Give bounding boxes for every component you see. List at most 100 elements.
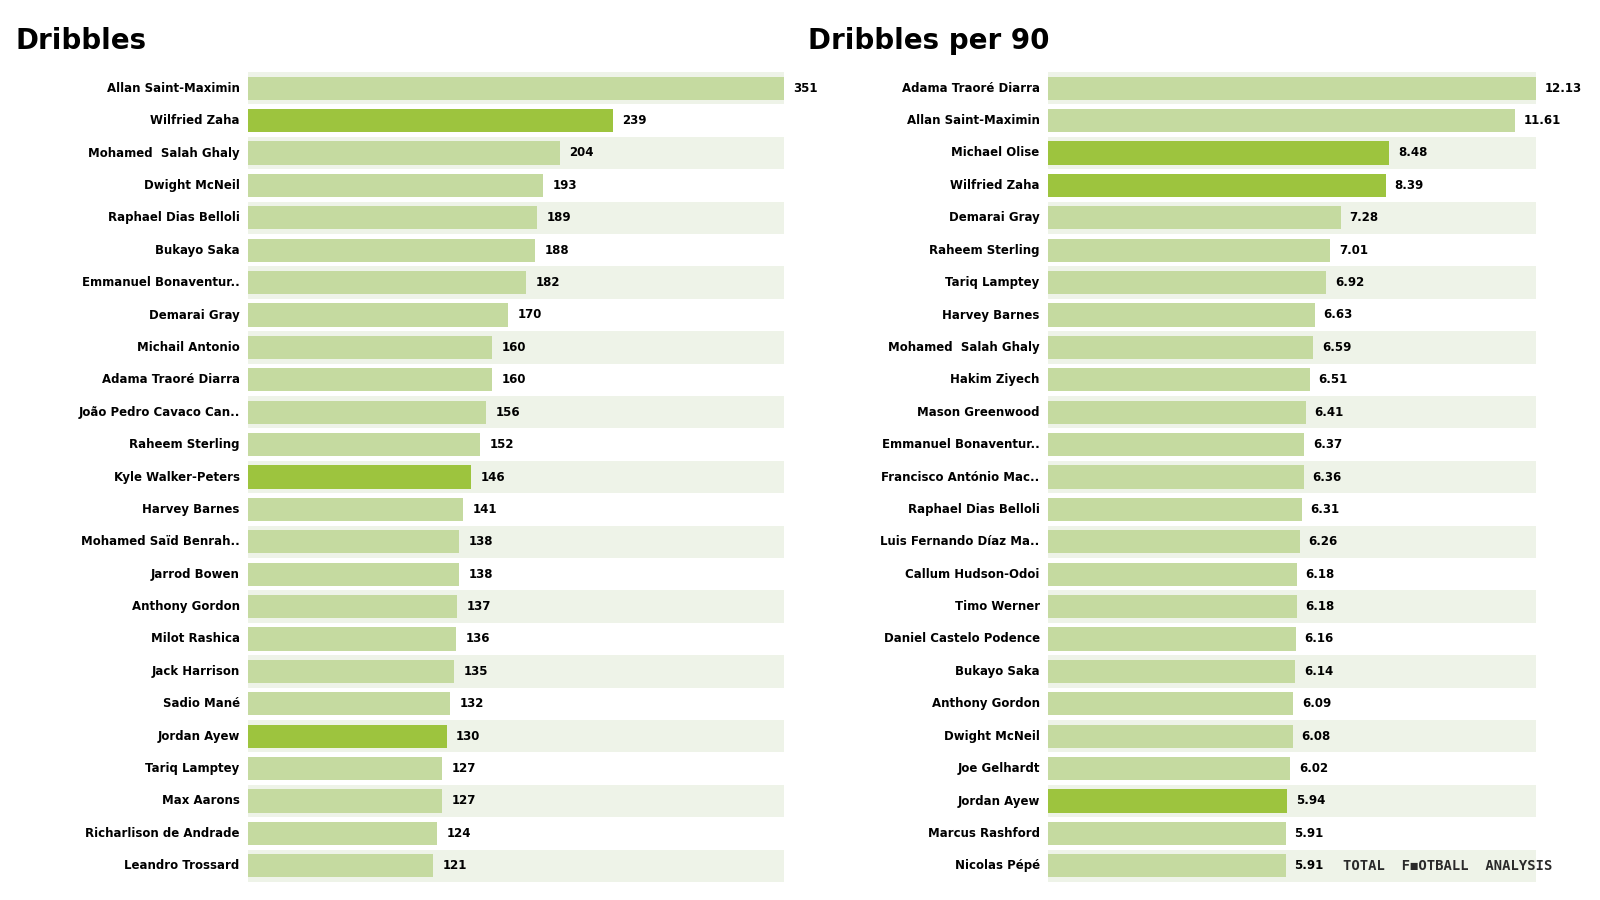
Bar: [248, 498, 464, 521]
Text: Dribbles per 90: Dribbles per 90: [808, 27, 1050, 55]
Text: Milot Rashica: Milot Rashica: [150, 633, 240, 645]
Text: 6.18: 6.18: [1306, 568, 1334, 580]
Bar: [1048, 822, 1286, 845]
Bar: [1048, 498, 1302, 521]
Bar: [1048, 400, 1306, 424]
Bar: [1048, 530, 1299, 554]
Bar: [248, 720, 784, 752]
Bar: [1048, 692, 1293, 716]
Text: Raheem Sterling: Raheem Sterling: [130, 438, 240, 451]
Text: 11.61: 11.61: [1523, 114, 1562, 127]
Bar: [1048, 660, 1294, 683]
Bar: [248, 266, 784, 299]
Text: 8.39: 8.39: [1394, 179, 1424, 192]
Text: 12.13: 12.13: [1544, 82, 1582, 94]
Text: 5.91: 5.91: [1294, 860, 1323, 872]
Text: 182: 182: [536, 276, 560, 289]
Text: Allan Saint-Maximin: Allan Saint-Maximin: [907, 114, 1040, 127]
Text: 351: 351: [794, 82, 818, 94]
Text: 6.02: 6.02: [1299, 762, 1328, 775]
Text: Michail Antonio: Michail Antonio: [138, 341, 240, 354]
Text: 130: 130: [456, 730, 480, 742]
Bar: [1048, 364, 1536, 396]
Bar: [248, 72, 784, 104]
Bar: [248, 174, 542, 197]
Bar: [1048, 303, 1315, 327]
Bar: [1048, 206, 1341, 230]
Text: 160: 160: [502, 374, 526, 386]
Bar: [1048, 850, 1536, 882]
Bar: [1048, 493, 1536, 526]
Bar: [248, 104, 784, 137]
Text: TOTAL  F◼OTBALL  ANALYSIS: TOTAL F◼OTBALL ANALYSIS: [1342, 859, 1552, 873]
Text: 7.01: 7.01: [1339, 244, 1368, 256]
Text: 141: 141: [474, 503, 498, 516]
Text: Bukayo Saka: Bukayo Saka: [955, 665, 1040, 678]
Text: 138: 138: [469, 568, 493, 580]
Text: Emmanuel Bonaventur..: Emmanuel Bonaventur..: [882, 438, 1040, 451]
Bar: [1048, 299, 1536, 331]
Text: 136: 136: [466, 633, 490, 645]
Text: 6.37: 6.37: [1314, 438, 1342, 451]
Text: Wilfried Zaha: Wilfried Zaha: [950, 179, 1040, 192]
Bar: [248, 396, 784, 428]
Text: Luis Fernando Díaz Ma..: Luis Fernando Díaz Ma..: [880, 536, 1040, 548]
Text: Harvey Barnes: Harvey Barnes: [942, 309, 1040, 321]
Text: 121: 121: [443, 860, 467, 872]
Bar: [248, 854, 432, 877]
Bar: [1048, 141, 1389, 165]
Text: Max Aarons: Max Aarons: [162, 795, 240, 807]
Bar: [248, 817, 784, 850]
Bar: [1048, 562, 1296, 586]
Text: Richarlison de Andrade: Richarlison de Andrade: [85, 827, 240, 840]
Text: Mohamed  Salah Ghaly: Mohamed Salah Ghaly: [88, 147, 240, 159]
Bar: [248, 433, 480, 456]
Bar: [248, 526, 784, 558]
Bar: [248, 461, 784, 493]
Bar: [1048, 558, 1536, 590]
Text: 6.16: 6.16: [1304, 633, 1334, 645]
Bar: [1048, 271, 1326, 294]
Text: Sadio Mané: Sadio Mané: [163, 698, 240, 710]
Bar: [248, 271, 526, 294]
Text: Leandro Trossard: Leandro Trossard: [125, 860, 240, 872]
Text: Raphael Dias Belloli: Raphael Dias Belloli: [107, 212, 240, 224]
Text: Mohamed  Salah Ghaly: Mohamed Salah Ghaly: [888, 341, 1040, 354]
Bar: [1048, 854, 1286, 877]
Text: Jack Harrison: Jack Harrison: [152, 665, 240, 678]
Bar: [248, 299, 784, 331]
Bar: [1048, 368, 1310, 392]
Text: Dribbles: Dribbles: [16, 27, 147, 55]
Text: Raheem Sterling: Raheem Sterling: [930, 244, 1040, 256]
Bar: [1048, 76, 1536, 100]
Bar: [248, 590, 784, 623]
Text: Dwight McNeil: Dwight McNeil: [144, 179, 240, 192]
Bar: [1048, 396, 1536, 428]
Bar: [248, 655, 784, 688]
Text: 156: 156: [496, 406, 520, 419]
Bar: [248, 336, 493, 359]
Bar: [248, 234, 784, 266]
Bar: [1048, 461, 1536, 493]
Bar: [248, 623, 784, 655]
Bar: [1048, 817, 1536, 850]
Bar: [248, 465, 470, 489]
Bar: [248, 368, 493, 392]
Text: 6.31: 6.31: [1310, 503, 1339, 516]
Text: Adama Traoré Diarra: Adama Traoré Diarra: [902, 82, 1040, 94]
Text: Demarai Gray: Demarai Gray: [149, 309, 240, 321]
Text: Wilfried Zaha: Wilfried Zaha: [150, 114, 240, 127]
Bar: [248, 558, 784, 590]
Bar: [1048, 202, 1536, 234]
Bar: [1048, 688, 1536, 720]
Text: 6.09: 6.09: [1302, 698, 1331, 710]
Bar: [1048, 331, 1536, 364]
Bar: [1048, 174, 1386, 197]
Text: Daniel Castelo Podence: Daniel Castelo Podence: [883, 633, 1040, 645]
Text: Allan Saint-Maximin: Allan Saint-Maximin: [107, 82, 240, 94]
Text: Nicolas Pépé: Nicolas Pépé: [955, 860, 1040, 872]
Bar: [1048, 428, 1536, 461]
Text: Emmanuel Bonaventur..: Emmanuel Bonaventur..: [82, 276, 240, 289]
Text: 6.14: 6.14: [1304, 665, 1333, 678]
Text: João Pedro Cavaco Can..: João Pedro Cavaco Can..: [78, 406, 240, 419]
